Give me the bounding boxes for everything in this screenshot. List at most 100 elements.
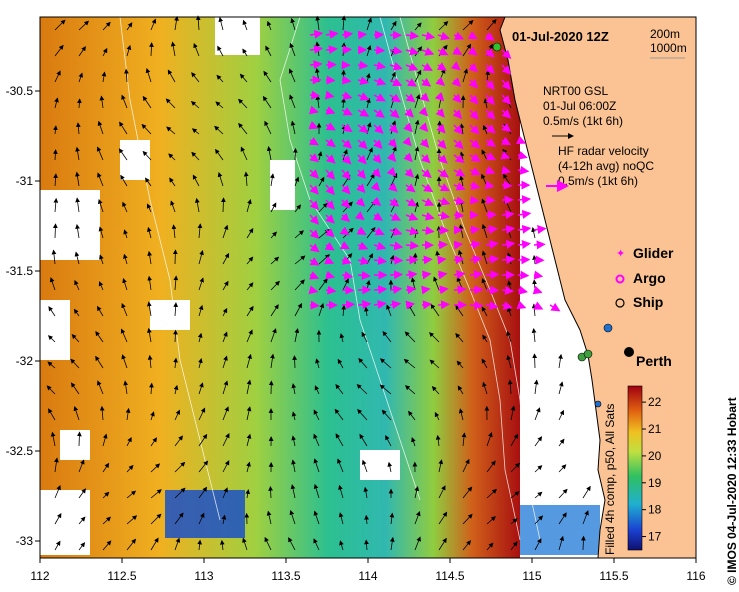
radar-arrow [421, 77, 432, 87]
radar-arrow [485, 94, 495, 106]
model-arrow [366, 17, 372, 31]
radar-arrow [341, 184, 351, 195]
model-arrow [126, 515, 138, 525]
model-arrow [313, 483, 320, 499]
radar-arrow [437, 183, 450, 192]
radar-arrow [309, 169, 320, 179]
radar-arrow [308, 285, 319, 295]
radar-arrow [437, 270, 448, 280]
credit-text: © IMOS 04-Jul-2020 12:33 Hobart [725, 397, 739, 585]
model-arrow [98, 226, 104, 239]
model-arrow [190, 101, 200, 109]
radar-arrow [421, 183, 434, 193]
radar-arrow [421, 270, 432, 280]
model-arrow [339, 540, 344, 551]
model-arrow [294, 230, 304, 239]
radar-arrow [517, 150, 528, 160]
radar-arrow [533, 301, 544, 310]
radar-arrow [355, 197, 366, 207]
radar-arrow [341, 300, 356, 310]
radar-arrow [373, 61, 387, 71]
model-arrow [315, 358, 320, 369]
model-arrow [122, 278, 128, 291]
model-arrow [102, 433, 108, 447]
model-arrow [198, 358, 203, 369]
model-arrow [558, 438, 565, 447]
model-arrow [150, 489, 162, 499]
model-arrow [145, 177, 152, 187]
radar-arrow [373, 300, 387, 309]
model-arrow [97, 380, 104, 395]
radar-arrow [373, 212, 384, 221]
model-arrow [122, 201, 128, 213]
ship-marker [594, 400, 602, 408]
radar-arrow [373, 139, 383, 150]
model-arrow [197, 539, 203, 551]
radar-arrow [501, 64, 512, 75]
model-arrow [582, 510, 589, 525]
radar-arrow [437, 31, 451, 41]
model-arrow [95, 355, 104, 369]
radar-arrow [501, 49, 512, 60]
radar-arrow [467, 30, 478, 40]
model-arrow [481, 250, 488, 265]
model-arrow [242, 537, 248, 551]
model-arrow [242, 48, 248, 57]
model-arrow [341, 97, 346, 109]
radar-arrow [549, 302, 561, 312]
radar-arrow [356, 183, 366, 194]
model-arrow [390, 20, 397, 31]
radar-arrow [339, 240, 350, 250]
model-arrow [76, 431, 82, 447]
radar-arrow [324, 241, 335, 251]
model-arrow [49, 277, 56, 291]
radar-arrow [357, 76, 370, 86]
model-arrow [171, 224, 177, 239]
radar-arrow [357, 270, 371, 280]
radar-arrow [324, 255, 335, 265]
radar-arrow [389, 93, 402, 103]
model-arrow [414, 146, 420, 161]
model-arrow [291, 459, 296, 473]
model-arrow [507, 379, 513, 395]
radar-arrow [357, 60, 369, 70]
model-arrow [170, 200, 176, 213]
radar-arrow [340, 212, 351, 223]
radar-arrow [309, 243, 320, 253]
model-arrow [120, 328, 128, 343]
radar-arrow [389, 108, 400, 119]
radar-arrow [405, 30, 420, 40]
model-line-2: 01-Jul 06:00Z [543, 99, 616, 113]
model-arrow [96, 305, 104, 317]
radar-arrow [357, 92, 370, 101]
model-arrow [78, 72, 84, 83]
radar-arrow [389, 197, 400, 207]
radar-arrow [308, 136, 319, 146]
model-arrow [294, 204, 302, 213]
model-arrow [150, 463, 161, 473]
radar-arrow [517, 195, 532, 205]
radar-arrow [517, 224, 532, 234]
model-arrow [242, 19, 248, 31]
model-arrow [169, 177, 176, 187]
radar-arrow [389, 227, 403, 236]
radar-arrow [341, 91, 353, 100]
radar-arrow [517, 165, 530, 175]
model-arrow [338, 512, 344, 525]
model-arrow [221, 514, 227, 525]
radar-arrow [357, 300, 372, 309]
model-arrow [455, 304, 464, 317]
model-line-1: NRT00 GSL [543, 84, 608, 98]
model-arrow [486, 18, 497, 31]
model-arrow [434, 411, 440, 421]
radar-arrow [485, 109, 496, 120]
radar-arrow [436, 62, 447, 71]
model-arrow [455, 333, 464, 343]
y-tick-label: -31 [16, 174, 34, 188]
radar-arrow [339, 226, 350, 236]
radar-arrow [437, 197, 451, 206]
glider-icon: ✦ [616, 248, 625, 260]
radar-arrow [309, 214, 320, 225]
radar-arrow [453, 270, 466, 280]
colorbar-ticks: 17 18 19 20 21 22 [642, 395, 662, 544]
